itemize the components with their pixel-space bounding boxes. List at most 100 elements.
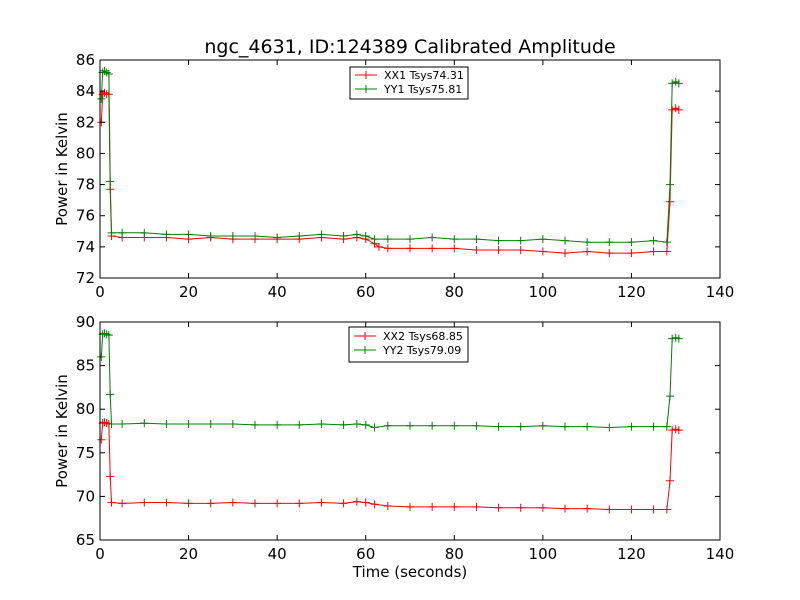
x-tick-label: 100 bbox=[529, 545, 558, 563]
x-tick-label: 140 bbox=[706, 545, 735, 563]
data-point bbox=[561, 422, 569, 431]
data-point bbox=[472, 421, 481, 430]
data-point bbox=[538, 503, 547, 512]
legend-marker bbox=[362, 85, 370, 93]
data-point bbox=[370, 423, 379, 432]
y-tick-label: 84 bbox=[76, 82, 95, 100]
data-point bbox=[106, 177, 115, 186]
legend-marker bbox=[361, 332, 369, 340]
data-point bbox=[538, 235, 547, 244]
data-point bbox=[228, 498, 237, 507]
data-point bbox=[361, 231, 370, 240]
data-point bbox=[104, 331, 113, 340]
data-point bbox=[162, 230, 171, 239]
data-point bbox=[273, 420, 282, 429]
x-tick-label: 80 bbox=[445, 545, 464, 563]
data-point bbox=[472, 235, 481, 244]
y-tick-label: 90 bbox=[76, 313, 95, 331]
data-point bbox=[538, 247, 547, 256]
data-point bbox=[406, 235, 414, 244]
data-point bbox=[627, 422, 636, 431]
data-point bbox=[428, 502, 437, 511]
data-point bbox=[97, 435, 106, 444]
bottom-panel: 0 20 40 60 80 100 120 140 65 70 75 80 85 90 Power in K… bbox=[53, 313, 734, 563]
data-point bbox=[583, 247, 592, 256]
data-point bbox=[140, 228, 149, 237]
y-tick-label: 78 bbox=[76, 176, 95, 194]
x-tick-label: 120 bbox=[617, 545, 646, 563]
data-point bbox=[251, 231, 259, 240]
data-point bbox=[605, 423, 614, 432]
x-tick-label: 40 bbox=[268, 283, 287, 301]
data-point bbox=[361, 420, 370, 429]
data-point bbox=[674, 426, 683, 435]
legend-entry: YY1 Tsys75.81 bbox=[383, 83, 462, 96]
top-panel: 0 20 40 60 80 100 120 140 72 74 76 78 80 82 84 86 Power … bbox=[53, 51, 734, 301]
data-point bbox=[228, 231, 237, 240]
data-point bbox=[494, 236, 503, 245]
data-point bbox=[516, 503, 525, 512]
data-point bbox=[516, 236, 525, 245]
series-1 bbox=[97, 418, 683, 514]
data-point bbox=[206, 420, 215, 429]
legend-box bbox=[349, 66, 469, 100]
data-point bbox=[665, 476, 674, 485]
data-point bbox=[494, 503, 503, 512]
data-point bbox=[317, 498, 326, 507]
data-point bbox=[406, 421, 414, 430]
data-point bbox=[665, 180, 674, 189]
data-point bbox=[162, 498, 171, 507]
x-axis-label: Time (seconds) bbox=[352, 563, 468, 581]
y-tick-label: 72 bbox=[76, 269, 95, 287]
data-point bbox=[665, 197, 674, 206]
x-tick-label: 60 bbox=[356, 545, 375, 563]
y-tick-label: 80 bbox=[76, 144, 95, 162]
y-tick-label: 85 bbox=[76, 357, 95, 375]
data-point bbox=[107, 228, 116, 237]
data-point bbox=[674, 79, 683, 88]
data-point bbox=[97, 352, 106, 361]
y-tick-label: 86 bbox=[76, 51, 95, 69]
y-tick-label: 76 bbox=[76, 207, 95, 225]
data-point bbox=[561, 236, 569, 245]
data-point bbox=[662, 422, 671, 431]
data-point bbox=[352, 230, 361, 239]
legend-entry: XX2 Tsys68.85 bbox=[383, 330, 463, 343]
data-point bbox=[627, 505, 636, 514]
data-point bbox=[428, 233, 437, 242]
data-point bbox=[107, 420, 116, 429]
y-tick-label: 70 bbox=[76, 487, 95, 505]
y-axis-label: Power in Kelvin bbox=[53, 112, 71, 226]
data-point bbox=[383, 244, 392, 253]
data-point bbox=[674, 334, 683, 343]
data-point bbox=[627, 249, 636, 258]
data-point bbox=[118, 499, 127, 508]
data-point bbox=[674, 105, 683, 114]
data-point bbox=[107, 498, 116, 507]
series-1 bbox=[97, 88, 683, 258]
data-point bbox=[140, 498, 149, 507]
data-point bbox=[184, 420, 193, 429]
data-point bbox=[494, 422, 503, 431]
y-tick-label: 82 bbox=[76, 113, 95, 131]
data-point bbox=[339, 420, 348, 429]
data-point bbox=[583, 504, 592, 513]
data-point bbox=[106, 472, 115, 481]
data-point bbox=[206, 499, 215, 508]
data-point bbox=[370, 235, 379, 244]
data-point bbox=[375, 242, 383, 251]
x-tick-label: 60 bbox=[356, 283, 375, 301]
x-tick-label: 40 bbox=[268, 545, 287, 563]
data-point bbox=[317, 420, 326, 429]
data-point bbox=[104, 70, 113, 79]
data-point bbox=[295, 231, 304, 240]
chart-title: ngc_4631, ID:124389 Calibrated Amplitude bbox=[204, 36, 615, 58]
x-tick-label: 120 bbox=[617, 283, 646, 301]
data-point bbox=[665, 392, 674, 401]
x-tick-label: 20 bbox=[179, 545, 198, 563]
data-point bbox=[561, 249, 569, 258]
data-point bbox=[162, 420, 171, 429]
x-tick-label: 20 bbox=[179, 283, 198, 301]
